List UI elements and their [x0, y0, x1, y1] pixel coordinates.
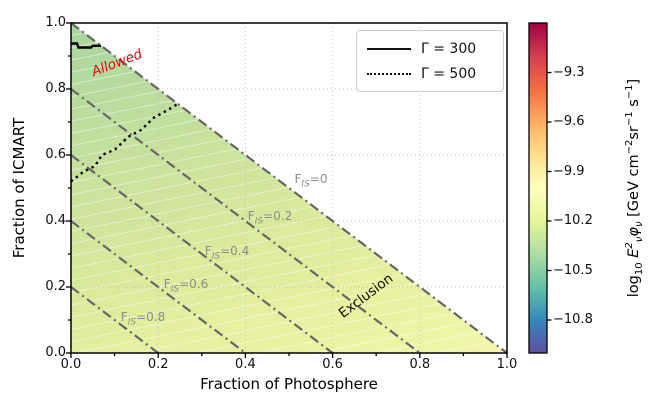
fis-02-label: FIS=0.2: [247, 209, 293, 227]
fis-04-label: FIS=0.4: [204, 244, 250, 262]
x-tick-label: 0.6: [322, 357, 343, 372]
x-tick-label: 1.0: [496, 357, 518, 372]
solid-line-sample: [367, 47, 411, 50]
legend-entry-gamma-500: Γ = 500: [367, 65, 493, 83]
colorbar-tick-label: −9.9: [553, 163, 585, 179]
colorbar-tick-label: −9.6: [553, 114, 585, 129]
legend-entry-gamma-300: Γ = 300: [367, 40, 493, 58]
y-tick-label: 0.8: [45, 81, 66, 96]
fis-08-line: [70, 286, 159, 354]
y-tick-label: 0.0: [45, 345, 66, 360]
colorbar-gradient: [528, 22, 548, 354]
legend-label: Γ = 300: [421, 40, 477, 57]
flux-region-fill: [71, 23, 507, 353]
fis-0-label: FIS=0: [294, 172, 328, 190]
x-axis-title: Fraction of Photosphere: [200, 375, 378, 393]
legend: Γ = 300 Γ = 500: [356, 30, 504, 92]
y-tick-label: 0.4: [45, 213, 66, 228]
gamma-300-line: [71, 42, 101, 49]
colorbar-tick-label: −9.3: [553, 64, 585, 80]
legend-label: Γ = 500: [421, 65, 477, 82]
x-tick-label: 0.8: [409, 357, 431, 372]
y-tick-label: 0.2: [45, 279, 66, 294]
fis-06-label: FIS=0.6: [163, 277, 209, 295]
colorbar-tick-label: −10.8: [553, 312, 593, 327]
x-tick-label: 0.2: [147, 357, 169, 372]
y-tick-label: 0.6: [45, 147, 66, 162]
colorbar-tick-label: −10.2: [553, 213, 593, 228]
y-tick-label: 1.0: [45, 15, 66, 30]
dotted-line-sample: [367, 72, 411, 75]
fis-02-line: [70, 88, 421, 354]
colorbar: [528, 22, 552, 354]
y-axis-ticks: [66, 22, 71, 354]
y-axis-title: Fraction of ICMART: [10, 117, 28, 259]
fis-contour-lines: [70, 22, 508, 354]
fis-06-line: [70, 220, 247, 354]
x-tick-label: 0.4: [235, 357, 256, 372]
fis-0-line: [70, 22, 508, 354]
fis-08-label: FIS=0.8: [120, 310, 166, 328]
fis-04-line: [70, 154, 334, 354]
x-axis-ticks: [70, 353, 508, 358]
x-tick-label: 0.0: [60, 357, 82, 372]
colorbar-title: log10 E2νφν [GeV cm−2sr−1 s−1]: [624, 78, 645, 298]
gridlines: [71, 23, 507, 353]
colorbar-tick-label: −10.5: [553, 262, 593, 278]
colorbar-ticks: [547, 71, 552, 321]
